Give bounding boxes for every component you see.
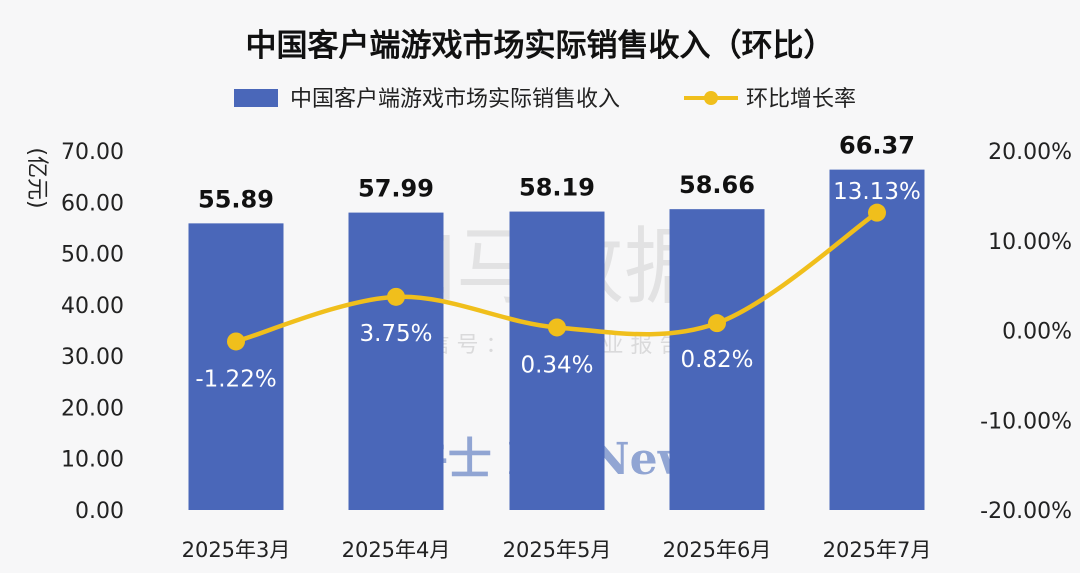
bar bbox=[829, 169, 925, 511]
left-tick-label: 50.00 bbox=[61, 243, 124, 268]
growth-point bbox=[868, 203, 886, 222]
legend: 中国客户端游戏市场实际销售收入 环比增长率 bbox=[234, 87, 856, 112]
left-tick-label: 60.00 bbox=[61, 191, 124, 216]
legend-line-marker bbox=[704, 91, 718, 105]
bar-value-label: 58.19 bbox=[519, 174, 595, 202]
growth-point bbox=[227, 332, 245, 351]
x-tick-label: 2025年7月 bbox=[823, 538, 932, 562]
left-tick-label: 20.00 bbox=[61, 396, 124, 421]
left-tick-label: 0.00 bbox=[75, 499, 124, 524]
growth-point bbox=[708, 314, 726, 333]
bar bbox=[348, 212, 444, 510]
growth-point bbox=[387, 287, 405, 306]
x-tick-label: 2025年4月 bbox=[342, 538, 451, 562]
bar-value-label: 58.66 bbox=[679, 171, 755, 199]
growth-label: 3.75% bbox=[359, 321, 432, 347]
bar bbox=[669, 209, 765, 510]
growth-line: -1.22% 3.75% 0.34% 0.82% 13.13% bbox=[195, 179, 921, 392]
right-tick-label: -20.00% bbox=[980, 499, 1072, 524]
bar-value-label: 66.37 bbox=[839, 132, 915, 160]
x-tick-label: 2025年6月 bbox=[663, 538, 772, 562]
legend-bar-label: 中国客户端游戏市场实际销售收入 bbox=[290, 87, 620, 112]
right-tick-label: 10.00% bbox=[988, 230, 1072, 255]
left-tick-label: 30.00 bbox=[61, 345, 124, 370]
growth-point bbox=[548, 318, 566, 337]
y-axis-label: (亿元) bbox=[24, 147, 49, 208]
growth-label: -1.22% bbox=[195, 366, 276, 392]
right-tick-label: 0.00% bbox=[1002, 320, 1072, 345]
right-tick-label: -10.00% bbox=[980, 409, 1072, 434]
bar bbox=[509, 211, 605, 511]
bar bbox=[188, 223, 284, 510]
growth-label: 0.34% bbox=[520, 352, 593, 378]
growth-label: 13.13% bbox=[833, 179, 921, 205]
left-tick-label: 70.00 bbox=[61, 140, 124, 165]
right-tick-label: 20.00% bbox=[988, 140, 1072, 165]
x-axis: 2025年3月 2025年4月 2025年5月 2025年6月 2025年7月 bbox=[182, 538, 932, 562]
x-tick-label: 2025年5月 bbox=[503, 538, 612, 562]
legend-bar-swatch bbox=[234, 89, 278, 107]
bar-value-label: 55.89 bbox=[198, 185, 274, 213]
left-tick-label: 10.00 bbox=[61, 448, 124, 473]
legend-line-label: 环比增长率 bbox=[746, 87, 856, 112]
bars: 55.89 57.99 58.19 58.66 66.37 bbox=[188, 132, 925, 511]
left-axis: 0.00 10.00 20.00 30.00 40.00 50.00 60.00 70.00 bbox=[61, 140, 124, 524]
right-axis: -20.00% -10.00% 0.00% 10.00% 20.00% bbox=[980, 140, 1072, 524]
chart-title: 中国客户端游戏市场实际销售收入（环比） bbox=[246, 28, 835, 64]
x-tick-label: 2025年3月 bbox=[182, 538, 291, 562]
bar-value-label: 57.99 bbox=[358, 175, 434, 203]
left-tick-label: 40.00 bbox=[61, 294, 124, 319]
growth-label: 0.82% bbox=[680, 347, 753, 373]
